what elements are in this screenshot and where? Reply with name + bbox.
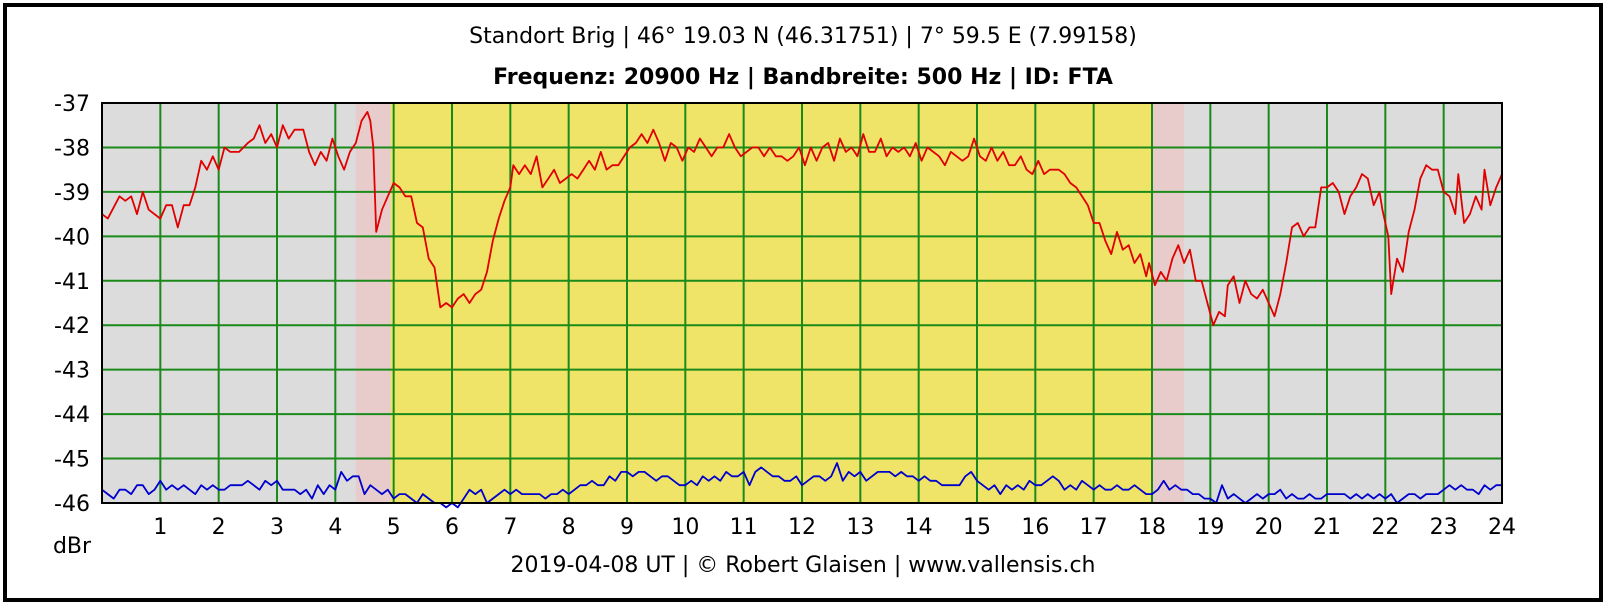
y-tick-labels: -37 -38 -39 -40 -41 -42 -43 -44 -45 -46 [54,92,90,517]
x-tick-label: 1 [153,515,167,540]
x-tick-label: 2 [212,515,226,540]
x-tick-label: 7 [503,515,517,540]
plot-border [101,102,1503,504]
x-tick-label: 10 [671,515,699,540]
x-tick-label: 18 [1138,515,1166,540]
x-tick-label: 22 [1371,515,1399,540]
x-tick-label: 17 [1080,515,1108,540]
x-tick-label: 23 [1430,515,1458,540]
y-tick-label: -45 [54,448,90,473]
x-tick-label: 5 [387,515,401,540]
x-tick-label: 21 [1313,515,1341,540]
chart-title: Standort Brig | 46° 19.03 N (46.31751) |… [469,24,1137,49]
x-tick-label: 8 [562,515,576,540]
plot-area [101,102,1503,509]
x-tick-label: 15 [963,515,991,540]
chart-footer: 2019-04-08 UT | © Robert Glaisen | www.v… [510,553,1095,578]
series-line-0 [101,111,1503,327]
y-tick-label: -46 [54,492,90,517]
x-tick-label: 12 [788,515,816,540]
x-tick-label: 11 [730,515,758,540]
x-tick-label: 4 [328,515,342,540]
x-tick-label: 20 [1255,515,1283,540]
y-tick-label: -42 [54,314,90,339]
x-tick-label: 19 [1196,515,1224,540]
band-twilight-2 [1152,103,1185,503]
x-tick-label: 3 [270,515,284,540]
x-tick-label: 6 [445,515,459,540]
x-tick-label: 14 [905,515,933,540]
y-axis-label: dBr [53,534,92,559]
y-tick-label: -41 [54,270,90,295]
y-tick-label: -44 [54,403,90,428]
x-tick-label: 16 [1021,515,1049,540]
y-tick-label: -38 [54,136,90,161]
x-tick-labels: 1 2 3 4 5 6 7 8 9 10 11 12 13 14 15 16 17 18 19 20 21 22 23 24 [153,515,1516,540]
y-tick-label: -37 [54,92,90,117]
y-tick-label: -43 [54,359,90,384]
y-tick-label: -39 [54,181,90,206]
chart-subtitle: Frequenz: 20900 Hz | Bandbreite: 500 Hz … [493,65,1113,90]
x-tick-label: 24 [1488,515,1516,540]
x-tick-label: 9 [620,515,634,540]
band-day-1 [390,103,1152,503]
series-line-1 [101,462,1502,509]
y-tick-label: -40 [54,225,90,250]
x-tick-label: 13 [846,515,874,540]
